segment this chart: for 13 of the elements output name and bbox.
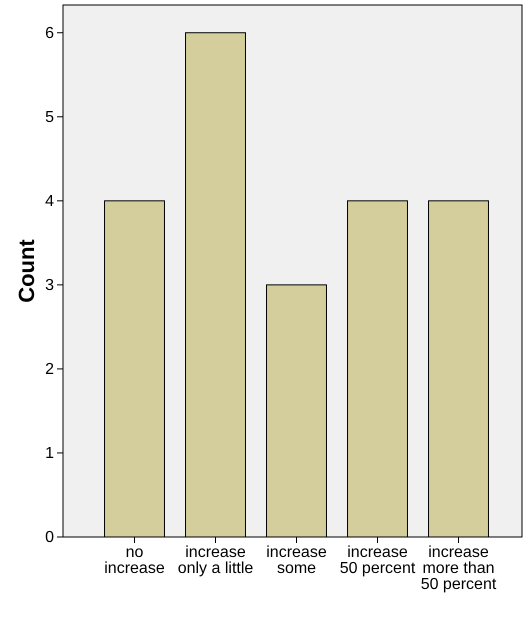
y-tick-label: 3 xyxy=(45,276,54,294)
x-tick-label: increase only a little xyxy=(178,544,254,577)
x-tick-label: no increase xyxy=(104,544,165,577)
x-tick-label: increase some xyxy=(266,544,327,577)
y-tick-label: 2 xyxy=(45,361,54,378)
y-tick-label: 6 xyxy=(45,24,54,42)
y-tick-label: 4 xyxy=(45,192,54,210)
y-axis-title: Count xyxy=(14,238,39,303)
y-tick-label: 5 xyxy=(45,108,54,126)
x-tick-label: increase more than 50 percent xyxy=(420,544,497,593)
x-tick-label: increase 50 percent xyxy=(340,544,416,577)
y-tick-label: 1 xyxy=(45,445,54,462)
y-tick-label: 0 xyxy=(45,529,54,546)
